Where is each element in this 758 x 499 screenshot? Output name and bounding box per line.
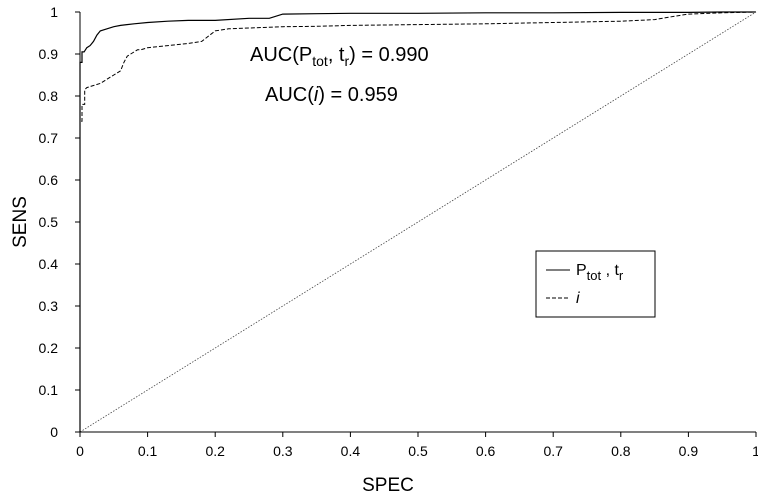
text-part: tot [312,53,328,69]
text-part: ) = 0.959 [318,84,398,106]
auc-annotation: AUC(i) = 0.959 [265,84,398,106]
text-part: r [344,53,349,69]
text-part: , t [328,44,345,66]
x-tick-label: 1 [752,443,758,459]
text-part: AUC(P [250,44,312,66]
x-tick-label: 0.2 [205,443,225,459]
y-tick-label: 0.7 [39,130,59,146]
series-ptot-tr-line [79,11,756,432]
y-tick-label: 0 [50,424,58,440]
y-tick-label: 0.8 [39,88,59,104]
text-part: P [576,262,587,279]
x-tick-label: 0.5 [408,443,428,459]
series-layer [79,11,757,433]
text-part: tot [587,268,602,283]
legend-label: i [576,290,580,307]
y-tick-label: 0.5 [39,214,59,230]
y-tick-label: 0.6 [39,172,59,188]
text-part: r [619,268,624,283]
text-part: i [576,290,580,307]
x-tick-label: 0.3 [273,443,293,459]
legend: Ptot , tr i [535,250,656,318]
text-part: ) = 0.990 [349,44,429,66]
y-tick-label: 1 [50,4,58,20]
text-part: AUC( [265,84,314,106]
text-part: , t [601,262,619,279]
axis-layer: 0 0.1 0.2 0.3 0.4 0.5 0.6 0.7 0.8 0.9 1 0 0.1 0.2 0.3 0… [39,4,758,459]
x-tick-label: 0.6 [476,443,496,459]
x-tick-label: 0.8 [611,443,631,459]
text-part: i [314,84,319,106]
auc-annotation: AUC(Ptot, tr) = 0.990 [250,44,429,69]
reference-diagonal-line [79,11,757,433]
legend-label: Ptot , tr [576,262,624,283]
y-tick-label: 0.1 [39,382,59,398]
series-i-line [79,11,757,432]
legend-box [535,250,656,318]
y-tick-label: 0.9 [39,46,59,62]
x-tick-label: 0 [76,443,84,459]
x-axis-title: SPEC [362,475,414,496]
annotations: AUC(Ptot, tr) = 0.990 AUC(i) = 0.959 [250,44,429,106]
y-tick-label: 0.4 [39,256,59,272]
x-tick-label: 0.7 [543,443,563,459]
x-tick-label: 0.1 [138,443,158,459]
y-tick-label: 0.3 [39,298,59,314]
y-axis-title: SENS [10,196,31,248]
y-tick-label: 0.2 [39,340,59,356]
x-tick-label: 0.9 [679,443,699,459]
x-tick-label: 0.4 [341,443,361,459]
